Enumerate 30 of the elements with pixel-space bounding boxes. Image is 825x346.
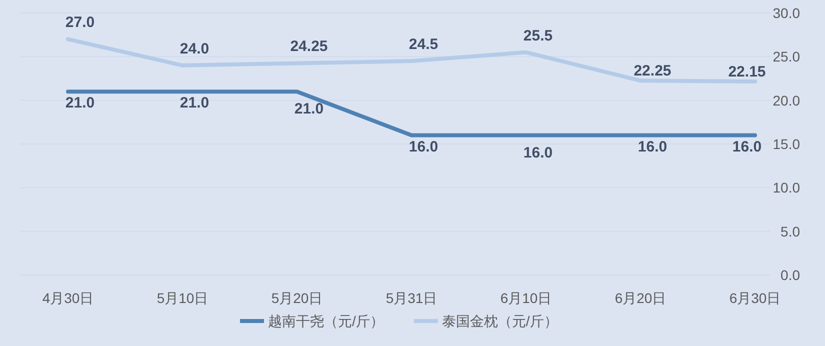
data-label: 24.0 bbox=[180, 40, 210, 58]
y2-tick-label: 25.0 bbox=[772, 48, 800, 65]
data-label: 21.0 bbox=[294, 100, 324, 118]
y2-tick-label: 5.0 bbox=[780, 223, 800, 240]
y2-tick-label: 0.0 bbox=[780, 267, 800, 283]
y2-tick-label: 15.0 bbox=[772, 136, 800, 152]
data-label: 16.0 bbox=[732, 138, 762, 156]
data-label: 16.0 bbox=[408, 138, 438, 156]
x-tick-label: 5月20日 bbox=[271, 290, 323, 306]
y2-tick-label: 30.0 bbox=[772, 5, 800, 21]
data-label: 24.5 bbox=[408, 36, 438, 54]
data-label: 21.0 bbox=[65, 94, 95, 112]
y2-tick-label: 10.0 bbox=[772, 180, 800, 196]
x-tick-label: 6月20日 bbox=[614, 290, 666, 306]
x-tick-label: 6月10日 bbox=[500, 290, 552, 306]
y2-tick-label: 20.0 bbox=[772, 92, 800, 108]
x-tick-label: 5月31日 bbox=[386, 290, 438, 306]
data-label: 16.0 bbox=[638, 138, 668, 156]
data-label: 24.25 bbox=[290, 38, 328, 56]
data-label: 22.25 bbox=[634, 62, 672, 80]
data-label: 25.5 bbox=[523, 27, 553, 44]
data-label: 21.0 bbox=[180, 94, 210, 112]
x-tick-label: 5月10日 bbox=[156, 290, 208, 306]
x-tick-label: 4月30日 bbox=[42, 290, 94, 306]
data-label: 27.0 bbox=[65, 14, 95, 32]
legend-label: 泰国金枕（元/斤） bbox=[442, 313, 558, 329]
legend-label: 越南干尧（元/斤） bbox=[268, 313, 384, 329]
data-label: 16.0 bbox=[523, 144, 553, 162]
data-label: 22.15 bbox=[728, 64, 766, 81]
x-tick-label: 6月30日 bbox=[729, 290, 781, 306]
